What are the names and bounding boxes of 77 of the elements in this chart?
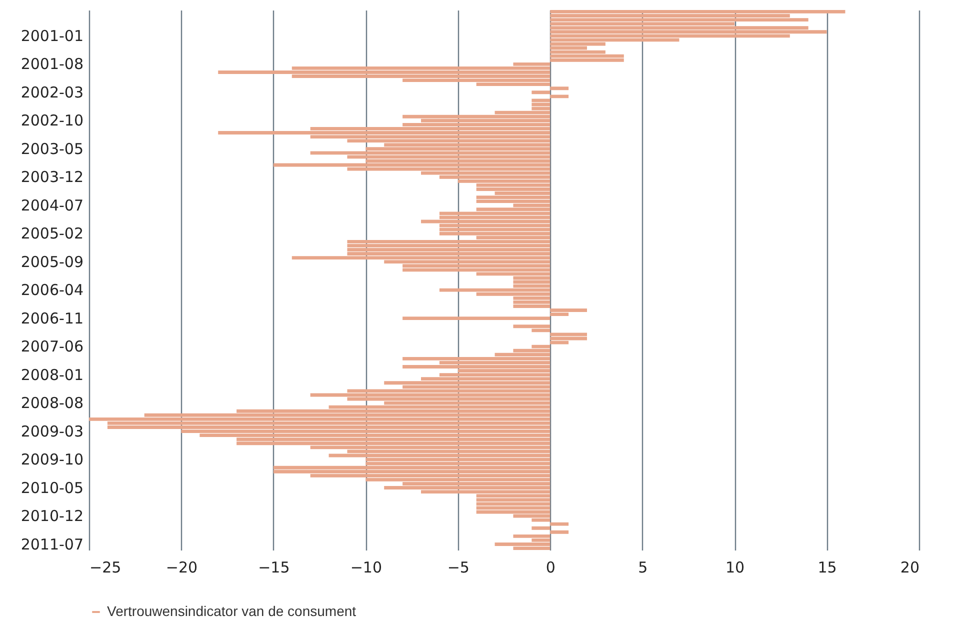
x-tick-label: 5 — [638, 558, 648, 576]
y-tick-label: 2010-12 — [20, 507, 84, 526]
bar — [347, 240, 550, 244]
bar — [550, 530, 569, 534]
y-tick-label: 2001-08 — [20, 55, 84, 74]
bar — [402, 114, 550, 118]
x-tick-label: 0 — [546, 558, 556, 576]
bar — [513, 324, 550, 328]
bar — [476, 506, 550, 510]
bar — [310, 151, 550, 155]
y-tick-label: 2003-05 — [20, 140, 84, 158]
bar — [476, 200, 550, 204]
bar — [476, 498, 550, 502]
bar — [89, 417, 550, 421]
bar — [107, 426, 550, 429]
y-tick-label: 2009-10 — [20, 450, 84, 469]
x-tick-label: −10 — [350, 558, 382, 576]
y-tick-label: 2004-07 — [20, 196, 84, 214]
bar — [402, 356, 550, 360]
y-tick-label: 2002-03 — [20, 83, 84, 102]
bar — [550, 94, 569, 98]
bar — [384, 486, 550, 490]
x-tick-label: 20 — [900, 558, 920, 576]
y-tick-label: 2002-10 — [20, 112, 84, 130]
bar — [550, 18, 808, 22]
bar — [384, 381, 550, 385]
y-tick-label: 2009-03 — [20, 422, 84, 440]
bar — [439, 228, 550, 232]
bar — [513, 300, 550, 304]
bar — [402, 268, 550, 272]
bar — [550, 332, 587, 336]
bar — [439, 232, 550, 236]
y-tick-label: 2005-02 — [20, 224, 84, 243]
bar — [550, 10, 846, 14]
bar — [513, 534, 550, 538]
bar — [550, 30, 827, 34]
bar — [550, 522, 569, 526]
bar — [402, 365, 550, 368]
x-tick-label: −5 — [447, 558, 470, 576]
bar — [439, 288, 550, 292]
bar — [347, 244, 550, 248]
bar — [439, 212, 550, 216]
x-tick-label: −25 — [90, 558, 122, 576]
y-tick-label: 2006-04 — [20, 281, 84, 300]
bar — [476, 188, 550, 191]
x-tick-label: 15 — [818, 558, 837, 576]
y-tick-label: 2007-06 — [20, 338, 84, 356]
bar — [218, 131, 550, 134]
x-tick-label: −15 — [258, 558, 290, 576]
bar — [347, 248, 550, 252]
legend-label: Vertrouwensindicator van de consument — [107, 603, 356, 619]
bar — [273, 466, 550, 470]
bar — [532, 526, 550, 530]
y-tick-label: 2006-11 — [20, 309, 84, 328]
bar — [236, 442, 550, 446]
y-tick-label: 2005-09 — [20, 252, 84, 271]
y-tick-label: 2001-01 — [20, 26, 84, 45]
bar — [550, 308, 587, 312]
x-tick-label: −20 — [166, 558, 198, 576]
y-tick-label: 2010-05 — [20, 478, 84, 497]
bar — [550, 54, 624, 58]
y-tick-label: 2011-07 — [20, 535, 84, 554]
bar — [550, 86, 569, 90]
x-tick-label: 10 — [726, 558, 745, 576]
bar — [402, 316, 550, 320]
bar — [513, 304, 550, 308]
bar — [532, 90, 550, 94]
y-tick-label: 2008-08 — [20, 394, 84, 412]
bar — [476, 196, 550, 200]
bar — [273, 470, 550, 474]
bar — [218, 70, 550, 74]
bar — [494, 542, 550, 546]
y-tick-label: 2003-12 — [20, 168, 84, 186]
y-tick-label: 2008-01 — [20, 366, 84, 384]
bar — [292, 256, 550, 260]
bar — [476, 502, 550, 506]
bar — [550, 58, 624, 62]
